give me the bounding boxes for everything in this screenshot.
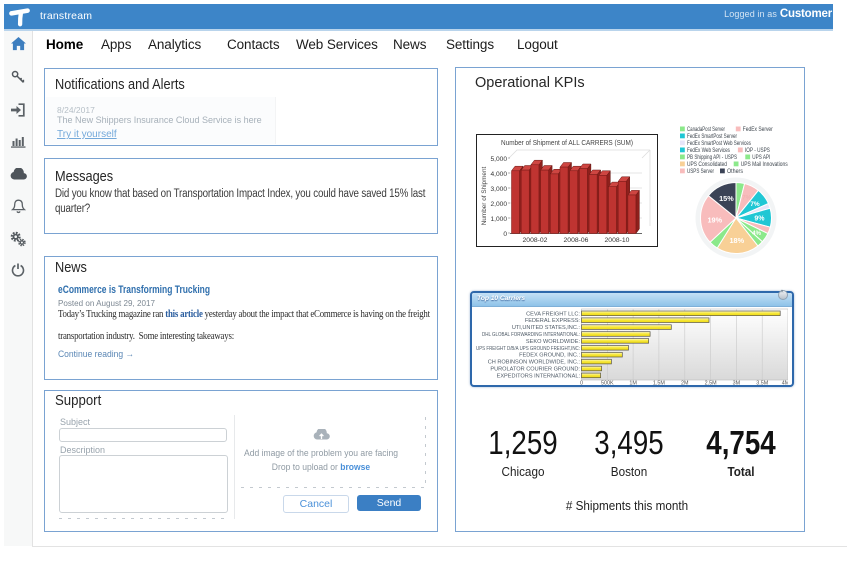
svg-text:IOP - USPS: IOP - USPS: [745, 148, 770, 154]
svg-text:18%: 18%: [729, 236, 744, 245]
svg-text:1,000: 1,000: [490, 216, 507, 223]
svg-text:5,000: 5,000: [490, 156, 507, 163]
svg-text:2M: 2M: [681, 381, 689, 386]
svg-text:1.5M: 1.5M: [653, 381, 665, 386]
svg-text:4%: 4%: [752, 231, 761, 237]
svg-text:2008-10: 2008-10: [605, 237, 630, 244]
svg-text:FedEx SmartPost Web Services: FedEx SmartPost Web Services: [687, 141, 751, 147]
svg-text:CanadaPost Server: CanadaPost Server: [687, 127, 725, 133]
svg-text:4,000: 4,000: [490, 171, 507, 178]
svg-text:7%: 7%: [742, 195, 751, 201]
svg-text:FEDERAL EXPRESS:: FEDERAL EXPRESS:: [525, 318, 581, 324]
svg-text:3.5M: 3.5M: [756, 381, 768, 386]
svg-text:2.5M: 2.5M: [705, 381, 717, 386]
svg-text:CH ROBINSON WORLDWIDE, INC.:: CH ROBINSON WORLDWIDE, INC.:: [488, 360, 581, 366]
svg-text:15%: 15%: [719, 194, 734, 203]
svg-text:SEKO WORLDWIDE:: SEKO WORLDWIDE:: [526, 339, 581, 345]
svg-text:FedEx Web Services: FedEx Web Services: [687, 148, 730, 154]
svg-text:FedEx SmartPost Server: FedEx SmartPost Server: [687, 134, 737, 140]
svg-text:3,000: 3,000: [490, 186, 507, 193]
svg-text:0: 0: [580, 381, 583, 386]
svg-text:Number of Shipment of ALL CARR: Number of Shipment of ALL CARRERS (SUM): [501, 140, 633, 147]
svg-text:4M: 4M: [782, 381, 788, 386]
svg-text:3M: 3M: [733, 381, 741, 386]
svg-text:EXPEDITORS INTERNATIONAL:: EXPEDITORS INTERNATIONAL:: [497, 373, 581, 379]
svg-text:UPS FREIGHT D/B/A UPS GROUND F: UPS FREIGHT D/B/A UPS GROUND FREIGHT,INC…: [476, 346, 580, 352]
svg-text:UPS Consolidated: UPS Consolidated: [687, 162, 727, 168]
svg-text:CEVA FREIGHT LLC:: CEVA FREIGHT LLC:: [526, 311, 580, 317]
svg-text:UPS Mail Innovations: UPS Mail Innovations: [741, 162, 788, 168]
svg-text:0: 0: [503, 231, 507, 238]
svg-text:PUROLATOR COURIER GROUND:: PUROLATOR COURIER GROUND:: [490, 367, 580, 373]
svg-text:USPS Server: USPS Server: [687, 169, 714, 175]
svg-text:Number of Shipment: Number of Shipment: [481, 166, 488, 225]
svg-text:500K: 500K: [601, 381, 614, 386]
svg-text:1M: 1M: [629, 381, 637, 386]
svg-text:9%: 9%: [754, 216, 765, 223]
svg-text:19%: 19%: [707, 216, 722, 225]
svg-text:PB Shipping API - USPS: PB Shipping API - USPS: [687, 155, 737, 161]
svg-text:7%: 7%: [750, 201, 760, 208]
svg-text:FedEx Server: FedEx Server: [743, 127, 773, 133]
svg-text:2008-02: 2008-02: [523, 237, 548, 244]
svg-text:UTI,UNITED STATES,INC.:: UTI,UNITED STATES,INC.:: [512, 325, 581, 331]
svg-text:FEDEX GROUND, INC.:: FEDEX GROUND, INC.:: [519, 353, 580, 359]
svg-text:2008-06: 2008-06: [564, 237, 589, 244]
svg-text:2,000: 2,000: [490, 201, 507, 208]
svg-text:DHL GLOBAL FORWARDING INTERNAT: DHL GLOBAL FORWARDING INTERNATIONAL:: [482, 332, 580, 338]
svg-text:Others: Others: [727, 169, 743, 175]
svg-text:UPS API: UPS API: [752, 155, 770, 161]
